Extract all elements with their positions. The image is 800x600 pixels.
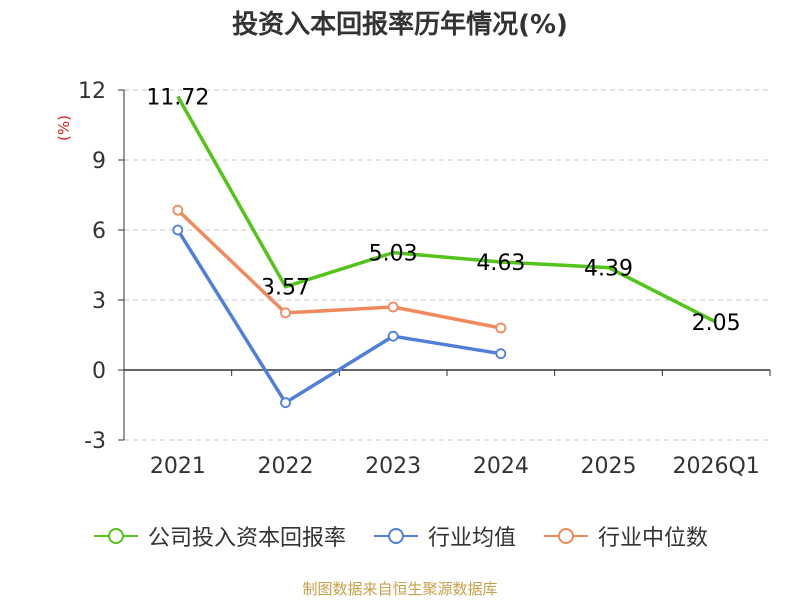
legend-marker-icon [93, 528, 138, 544]
chart-title: 投资入本回报率历年情况(%) [232, 10, 568, 40]
data-label: 4.39 [584, 257, 633, 282]
data-point [280, 307, 291, 319]
data-label: 4.63 [476, 251, 525, 276]
data-label: 11.72 [146, 86, 209, 111]
legend-item-avg[interactable]: 行业均值 [372, 520, 516, 552]
x-tick-label: 2026Q1 [673, 454, 760, 479]
y-tick-label: 12 [78, 79, 106, 104]
y-tick-label: 6 [92, 219, 106, 244]
y-tick-label: 3 [92, 289, 106, 314]
series-line-1 [176, 229, 502, 405]
x-tick-label: 2023 [365, 454, 421, 479]
data-point [172, 224, 184, 236]
y-tick-label: -3 [84, 429, 106, 454]
y-axis-label: (%) [55, 115, 73, 141]
legend-marker-icon [544, 528, 588, 544]
data-point [280, 397, 291, 409]
data-point [387, 301, 399, 313]
data-point [495, 322, 507, 334]
legend-label: 公司投入资本回报率 [147, 526, 346, 551]
series-line-2 [176, 208, 502, 330]
y-tick-label: 9 [92, 149, 106, 174]
x-tick-label: 2025 [581, 454, 637, 479]
data-point [495, 348, 507, 360]
data-label: 5.03 [369, 242, 418, 267]
y-tick-label: 0 [92, 359, 106, 384]
series-line-0 [176, 95, 717, 324]
data-point [172, 204, 184, 216]
source-note: 制图数据来自恒生聚源数据库 [302, 580, 498, 598]
legend-label: 行业均值 [427, 526, 516, 551]
chart-legend: 公司投入资本回报率 行业均值 行业中位数 [0, 520, 800, 552]
x-tick-label: 2021 [150, 454, 206, 479]
legend-item-median[interactable]: 行业中位数 [542, 520, 708, 552]
legend-item-company[interactable]: 公司投入资本回报率 [92, 520, 346, 552]
x-tick-label: 2024 [473, 454, 529, 479]
data-point [387, 330, 399, 342]
legend-label: 行业中位数 [598, 526, 709, 551]
data-label: 2.05 [692, 311, 741, 336]
legend-marker-icon [373, 528, 418, 544]
x-tick-label: 2022 [258, 454, 314, 479]
